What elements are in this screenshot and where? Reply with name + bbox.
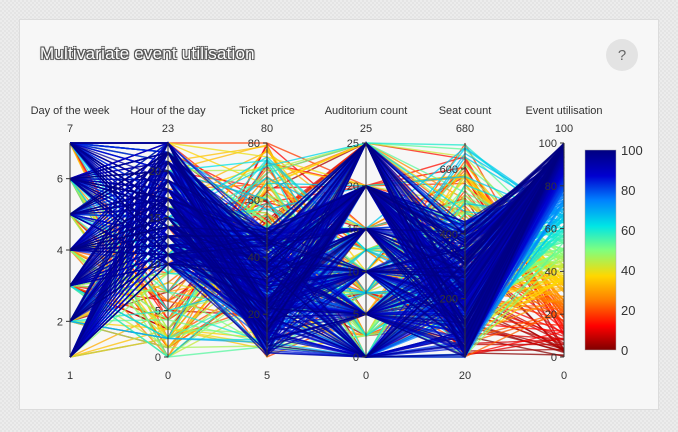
data-polyline (69, 143, 565, 264)
axis-tick-label: 25 (347, 138, 359, 150)
colorbar-tick-label: 60 (621, 223, 635, 238)
axis-tick-label: 0 (155, 352, 161, 364)
axis-range-min: 20 (459, 370, 471, 382)
colorbar: 0 20 40 60 80 100 (584, 143, 643, 358)
axis-tick-label: 15 (149, 212, 161, 224)
data-polyline (69, 146, 565, 273)
axis-range-max: 23 (162, 123, 174, 135)
axis-range-max: 80 (261, 123, 273, 135)
help-button[interactable]: ? (606, 39, 638, 71)
axis-range-max: 100 (555, 123, 573, 135)
axis-range-min: 1 (67, 370, 73, 382)
data-polyline (69, 141, 565, 322)
data-polyline (69, 141, 565, 358)
data-polyline (69, 142, 565, 332)
axis-title: Hour of the day (130, 105, 206, 117)
axis-title: Ticket price (239, 105, 295, 117)
data-polyline (69, 156, 565, 340)
axis-range-max: 25 (360, 123, 372, 135)
axis-tick-label: 40 (248, 252, 260, 264)
axis-title: Event utilisation (525, 105, 602, 117)
axis-tick-label: 10 (149, 259, 161, 271)
axis-tick-label: 2 (57, 316, 63, 328)
data-polyline (69, 143, 565, 325)
axis-tick-label: 15 (347, 224, 359, 236)
data-polyline (69, 143, 565, 342)
colorbar-tick-label: 100 (621, 143, 643, 158)
colorbar-tick-label: 0 (621, 343, 628, 358)
axis-tick-label: 80 (248, 138, 260, 150)
axis-tick-label: 20 (347, 181, 359, 193)
axis-tick-label: 200 (440, 294, 458, 306)
axis-tick-label: 20 (545, 309, 557, 321)
axis-range-max: 680 (456, 123, 474, 135)
axis-tick-label: 10 (347, 266, 359, 278)
data-polyline (69, 150, 565, 268)
axis-tick-label: 60 (248, 195, 260, 207)
colorbar-tick-label: 80 (621, 183, 635, 198)
data-polyline (69, 148, 565, 343)
axis-tick-label: 20 (149, 166, 161, 178)
chart-title: Multivariate event utilisation (40, 44, 255, 63)
axis-range-min: 0 (363, 370, 369, 382)
axis-tick-label: 600 (440, 164, 458, 176)
axis-tick-label: 40 (545, 266, 557, 278)
colorbar-gradient (584, 149, 617, 351)
axis-title: Day of the week (31, 105, 110, 117)
axis-tick-label: 5 (155, 305, 161, 317)
data-polyline (69, 141, 565, 293)
data-polyline (69, 142, 565, 358)
polyline-layer (69, 141, 565, 359)
data-polyline (69, 141, 565, 324)
axis-range-min: 0 (165, 370, 171, 382)
axis-tick-label: 0 (551, 352, 557, 364)
colorbar-tick-label: 40 (621, 263, 635, 278)
data-polyline (69, 141, 565, 337)
axis-tick-label: 0 (353, 352, 359, 364)
axis-range-max: 7 (67, 123, 73, 135)
axis-tick-label: 6 (57, 174, 63, 186)
colorbar-tick-label: 20 (621, 303, 635, 318)
data-polyline (69, 144, 565, 340)
axis-tick-label: 80 (545, 181, 557, 193)
axis-range-min: 5 (264, 370, 270, 382)
data-polyline (70, 142, 565, 358)
axis-title: Auditorium count (325, 105, 408, 117)
axis-tick-label: 20 (248, 309, 260, 321)
axis-tick-label: 400 (440, 229, 458, 241)
axis-tick-label: 100 (539, 138, 557, 150)
axis-range-min: 0 (561, 370, 567, 382)
axis-tick-label: 5 (353, 309, 359, 321)
axis-tick-label: 4 (57, 245, 63, 257)
axis-title: Seat count (439, 105, 492, 117)
data-polyline (69, 148, 565, 358)
data-polyline (69, 144, 565, 349)
axis-tick-label: 60 (545, 224, 557, 236)
